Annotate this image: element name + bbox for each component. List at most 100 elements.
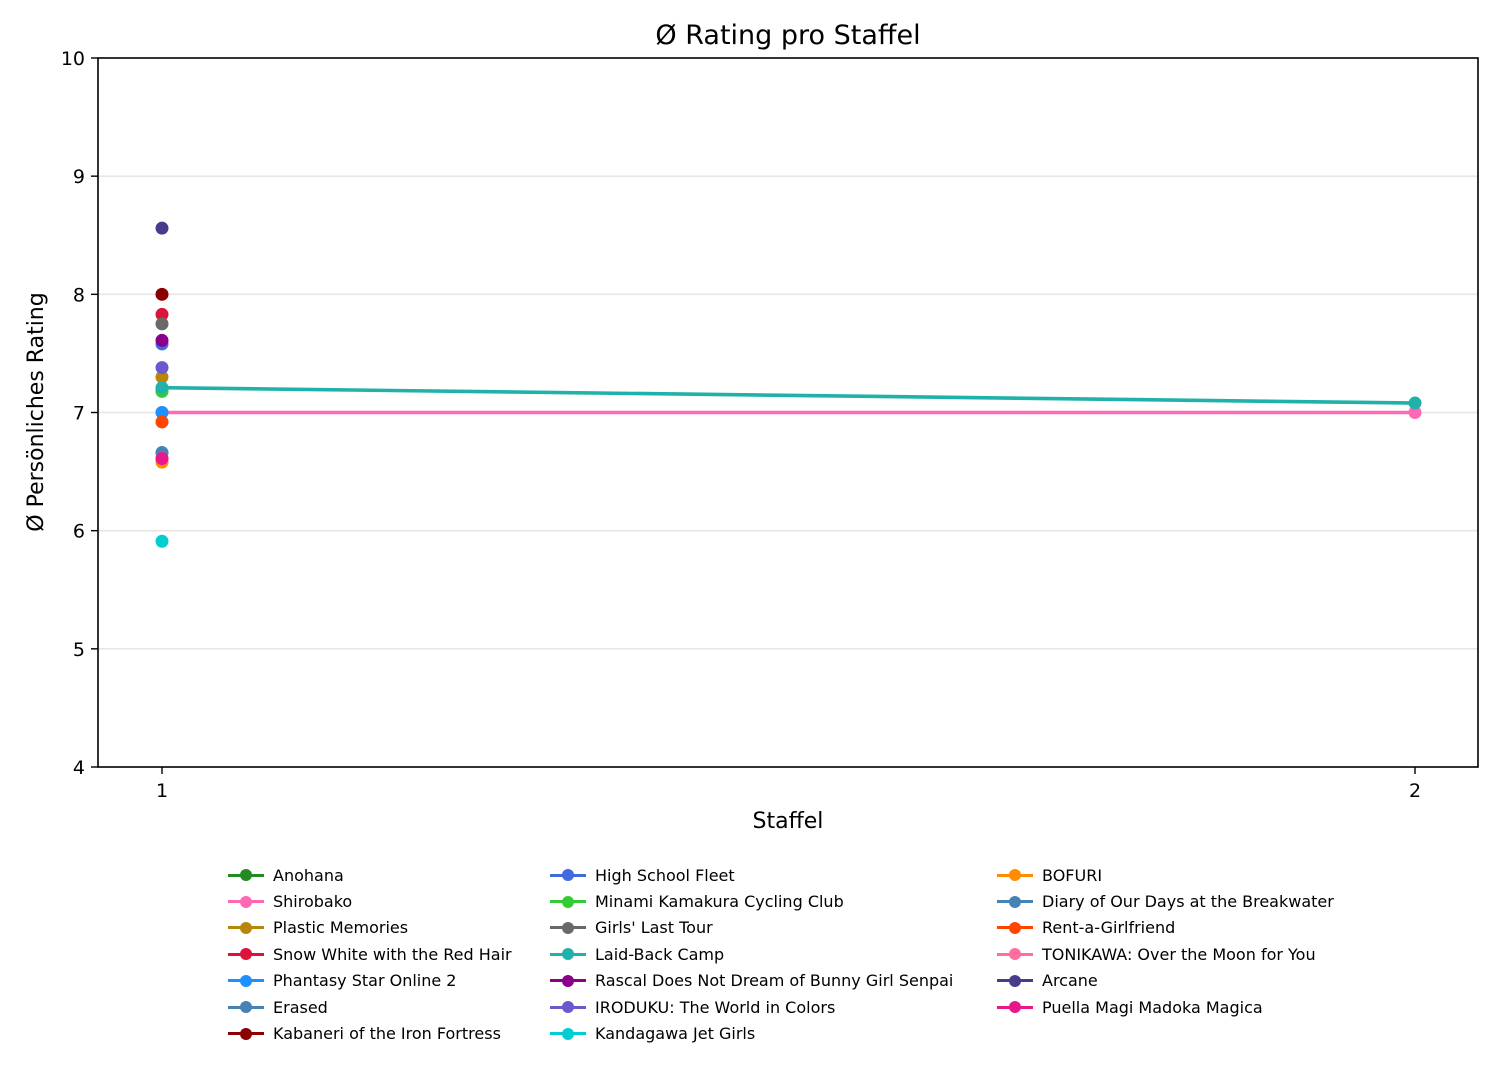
y-tick-label: 7	[73, 403, 85, 425]
series-plastic-memories	[155, 370, 169, 384]
legend-item: Erased	[228, 994, 512, 1020]
legend-label: Rent-a-Girlfriend	[1042, 918, 1176, 938]
legend-marker-icon	[997, 944, 1033, 964]
legend-label: Anohana	[273, 865, 344, 885]
legend-marker-icon	[997, 865, 1033, 885]
legend-marker-icon	[997, 997, 1033, 1017]
data-point	[155, 415, 169, 429]
legend-marker-icon	[550, 865, 586, 885]
data-point	[155, 370, 169, 384]
legend-item: Kandagawa Jet Girls	[550, 1020, 953, 1046]
data-point	[155, 287, 169, 301]
chart-title: Ø Rating pro Staffel	[655, 20, 920, 51]
data-point	[1408, 406, 1422, 419]
x-tick-label: 2	[1409, 780, 1421, 802]
y-tick-label: 5	[73, 639, 85, 661]
legend-item: Minami Kamakura Cycling Club	[550, 888, 953, 914]
series-phantasy-star-online-2	[155, 406, 169, 419]
y-tick-label: 9	[73, 166, 85, 188]
legend-label: Shirobako	[273, 892, 353, 912]
legend-label: Minami Kamakura Cycling Club	[595, 892, 844, 912]
legend-column-2: High School Fleet Minami Kamakura Cycling…	[550, 862, 953, 1047]
legend: Anohana Shirobako Plastic Memories Snow Whi…	[228, 862, 1428, 1052]
legend-item: Puella Magi Madoka Magica	[997, 994, 1334, 1020]
legend-item: Arcane	[997, 968, 1334, 994]
legend-item: Shirobako	[228, 888, 512, 914]
legend-label: Puella Magi Madoka Magica	[1042, 997, 1263, 1017]
legend-marker-icon	[550, 971, 586, 991]
y-tick-label: 10	[61, 48, 85, 70]
data-point	[155, 361, 169, 375]
data-point	[155, 534, 169, 548]
y-axis-ticks: 4 5 6 7 8 9 10	[61, 48, 98, 779]
legend-item: Kabaneri of the Iron Fortress	[228, 1020, 512, 1046]
series-laid-back-camp	[155, 381, 1422, 410]
legend-marker-icon	[228, 892, 264, 912]
legend-item: Plastic Memories	[228, 915, 512, 941]
legend-label: Snow White with the Red Hair	[273, 944, 512, 964]
legend-item: Rascal Does Not Dream of Bunny Girl Senp…	[550, 968, 953, 994]
legend-item: Laid-Back Camp	[550, 941, 953, 967]
legend-marker-icon	[550, 1024, 586, 1044]
series-layer	[155, 221, 1422, 548]
series-iroduku-the-world-in-colors	[155, 361, 169, 375]
legend-label: Plastic Memories	[273, 918, 409, 938]
series-kandagawa-jet-girls	[155, 534, 169, 548]
legend-item: TONIKAWA: Over the Moon for You	[997, 941, 1334, 967]
legend-column-1: Anohana Shirobako Plastic Memories Snow Whi…	[228, 862, 512, 1047]
data-point	[155, 307, 169, 321]
legend-label: Kabaneri of the Iron Fortress	[273, 1024, 501, 1044]
legend-marker-icon	[228, 865, 264, 885]
legend-marker-icon	[550, 997, 586, 1017]
legend-item: BOFURI	[997, 862, 1334, 888]
x-tick-label: 1	[156, 780, 168, 802]
data-point	[1408, 396, 1422, 410]
legend-item: Snow White with the Red Hair	[228, 941, 512, 967]
y-axis-label: Ø Persönliches Rating	[24, 292, 49, 531]
series-arcane	[155, 221, 169, 235]
legend-label: Laid-Back Camp	[595, 944, 725, 964]
legend-label: Phantasy Star Online 2	[273, 971, 457, 991]
legend-marker-icon	[550, 918, 586, 938]
legend-marker-icon	[550, 944, 586, 964]
legend-item: Phantasy Star Online 2	[228, 968, 512, 994]
legend-label: High School Fleet	[595, 865, 735, 885]
series-line	[161, 385, 1416, 405]
x-axis-label: Staffel	[753, 809, 824, 834]
legend-item: Anohana	[228, 862, 512, 888]
legend-label: BOFURI	[1042, 865, 1103, 885]
data-point	[155, 406, 169, 419]
legend-item: IRODUKU: The World in Colors	[550, 994, 953, 1020]
data-point	[155, 317, 169, 331]
legend-marker-icon	[228, 918, 264, 938]
y-tick-label: 8	[73, 284, 85, 306]
series-kabaneri-of-the-iron-fortress	[155, 287, 169, 301]
series-girls-last-tour	[155, 317, 169, 331]
series-shirobako	[155, 406, 1422, 419]
legend-label: Rascal Does Not Dream of Bunny Girl Senp…	[595, 971, 954, 991]
legend-label: Arcane	[1042, 971, 1098, 991]
y-tick-label: 6	[73, 521, 85, 543]
legend-marker-icon	[228, 944, 264, 964]
y-tick-label: 4	[73, 757, 85, 779]
legend-marker-icon	[550, 892, 586, 912]
legend-marker-icon	[228, 997, 264, 1017]
data-point	[155, 381, 169, 395]
legend-marker-icon	[228, 971, 264, 991]
legend-item: High School Fleet	[550, 862, 953, 888]
legend-item: Girls' Last Tour	[550, 915, 953, 941]
data-point	[155, 221, 169, 235]
data-point	[155, 452, 169, 466]
legend-label: IRODUKU: The World in Colors	[595, 997, 836, 1017]
legend-label: Erased	[273, 997, 328, 1017]
series-rascal-does-not-dream-of-bunny-girl-senpai	[155, 333, 169, 347]
legend-item: Rent-a-Girlfriend	[997, 915, 1334, 941]
series-rent-a-girlfriend	[155, 415, 169, 429]
legend-label: Girls' Last Tour	[595, 918, 713, 938]
series-puella-magi-madoka-magica	[155, 452, 169, 466]
legend-marker-icon	[997, 918, 1033, 938]
legend-marker-icon	[997, 971, 1033, 991]
legend-item: Diary of Our Days at the Breakwater	[997, 888, 1334, 914]
